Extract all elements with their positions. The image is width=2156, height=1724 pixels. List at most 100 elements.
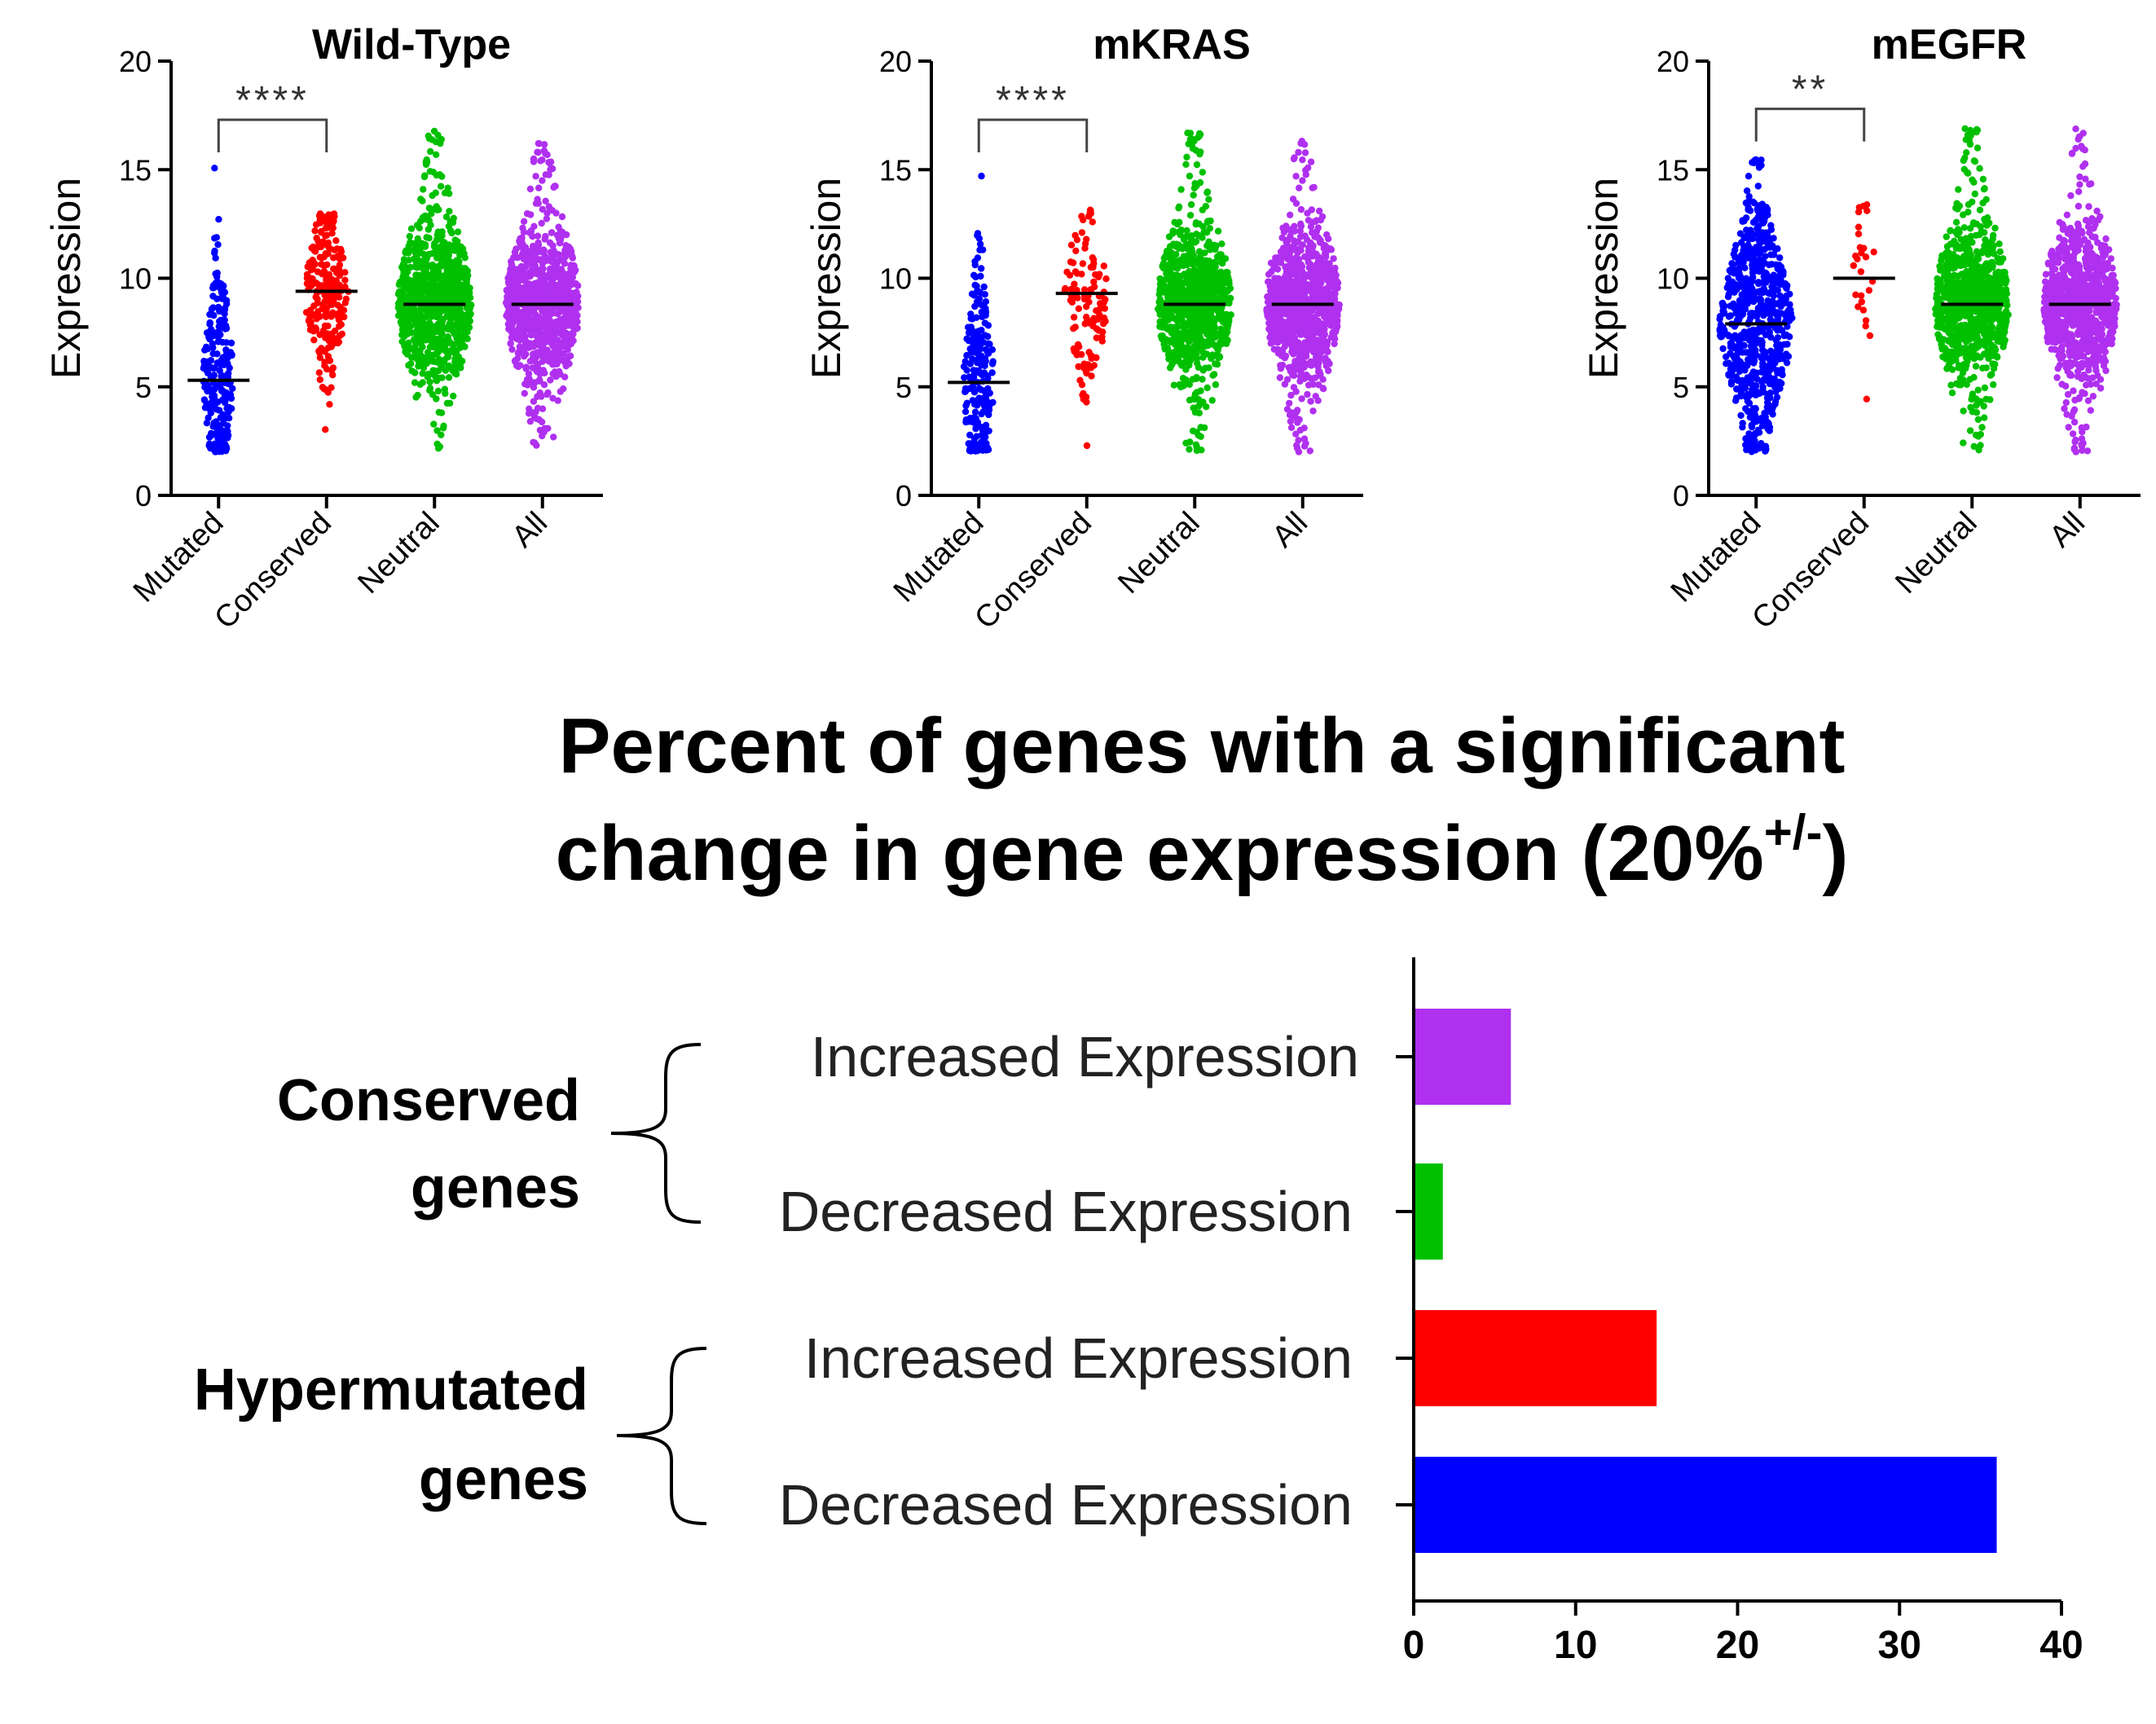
data-point <box>448 288 455 296</box>
data-point <box>544 389 552 398</box>
data-point <box>1320 244 1328 252</box>
data-point <box>200 397 209 404</box>
data-point <box>324 322 332 330</box>
data-point <box>1093 354 1100 362</box>
data-point <box>215 216 222 223</box>
data-point <box>974 358 981 367</box>
bar-title-end: ) <box>1822 810 1848 897</box>
data-point <box>534 232 542 240</box>
data-point <box>451 355 459 363</box>
data-point <box>1303 372 1310 379</box>
data-point <box>1069 259 1077 266</box>
data-point <box>310 328 317 335</box>
data-point <box>328 367 336 375</box>
data-point <box>536 370 543 378</box>
data-point <box>1186 130 1195 137</box>
data-point <box>1311 374 1319 381</box>
data-point <box>1314 397 1322 404</box>
data-point <box>552 335 559 342</box>
data-point <box>521 336 529 343</box>
data-point <box>530 285 537 292</box>
data-point <box>445 264 452 271</box>
data-point <box>200 358 208 365</box>
data-point <box>1280 228 1288 236</box>
data-point <box>1155 298 1163 306</box>
data-point <box>1190 404 1197 411</box>
data-point <box>1746 413 1754 421</box>
data-point <box>563 343 570 351</box>
data-point <box>310 336 318 344</box>
data-point <box>1090 314 1098 322</box>
data-point <box>451 321 459 329</box>
data-point <box>407 225 416 232</box>
data-point <box>530 342 538 350</box>
data-point <box>425 132 432 139</box>
data-point <box>417 341 425 348</box>
data-point <box>337 303 344 311</box>
data-point <box>417 351 425 359</box>
data-point <box>395 288 403 296</box>
data-point <box>530 158 538 165</box>
data-point <box>1293 415 1300 423</box>
data-point <box>551 183 558 190</box>
data-point <box>443 399 451 407</box>
data-point <box>1206 225 1214 232</box>
data-point <box>989 398 997 407</box>
data-point <box>438 345 446 354</box>
data-point <box>1067 285 1075 293</box>
data-point <box>567 269 574 276</box>
y-tick-label: 0 <box>1673 479 1689 512</box>
data-point <box>1201 317 1209 324</box>
data-point <box>514 274 521 281</box>
data-point <box>1083 314 1090 321</box>
data-point <box>1316 207 1323 215</box>
data-point <box>1310 348 1318 355</box>
data-point <box>433 339 442 347</box>
data-point <box>970 419 978 426</box>
data-point <box>1171 306 1179 313</box>
data-point <box>220 412 227 420</box>
data-point <box>963 352 970 359</box>
data-point <box>539 205 546 213</box>
data-point <box>560 257 567 264</box>
data-point <box>1308 218 1315 226</box>
data-point <box>535 184 543 191</box>
data-point <box>1179 287 1186 295</box>
data-point <box>453 335 460 342</box>
data-point <box>1101 305 1109 312</box>
data-point <box>444 323 452 331</box>
data-point <box>961 388 969 396</box>
data-point <box>207 326 215 333</box>
data-point <box>1188 308 1195 315</box>
data-point <box>979 408 987 416</box>
data-point <box>543 356 552 364</box>
data-point <box>976 240 984 248</box>
data-point <box>1102 275 1110 283</box>
data-point <box>1190 252 1198 259</box>
data-point <box>424 273 431 280</box>
data-point <box>965 323 972 331</box>
bar-title-line1: Percent of genes with a significant <box>559 702 1846 789</box>
data-point <box>1196 178 1204 187</box>
data-point <box>433 151 440 158</box>
data-point <box>324 353 332 360</box>
data-point <box>543 274 550 282</box>
data-point <box>209 340 216 348</box>
data-point <box>1286 280 1293 288</box>
data-point <box>214 241 222 248</box>
data-point <box>972 368 979 376</box>
data-point <box>1265 325 1273 332</box>
data-point <box>1089 218 1097 226</box>
data-point <box>323 309 331 316</box>
data-point <box>1758 200 1766 208</box>
data-point <box>536 256 543 263</box>
data-point <box>532 408 539 416</box>
data-point <box>411 379 419 386</box>
data-point <box>559 293 566 301</box>
data-point <box>438 135 445 143</box>
data-point <box>423 264 431 271</box>
data-point <box>313 235 320 242</box>
data-point <box>454 228 462 235</box>
data-point <box>438 258 446 266</box>
data-point <box>1083 235 1090 243</box>
